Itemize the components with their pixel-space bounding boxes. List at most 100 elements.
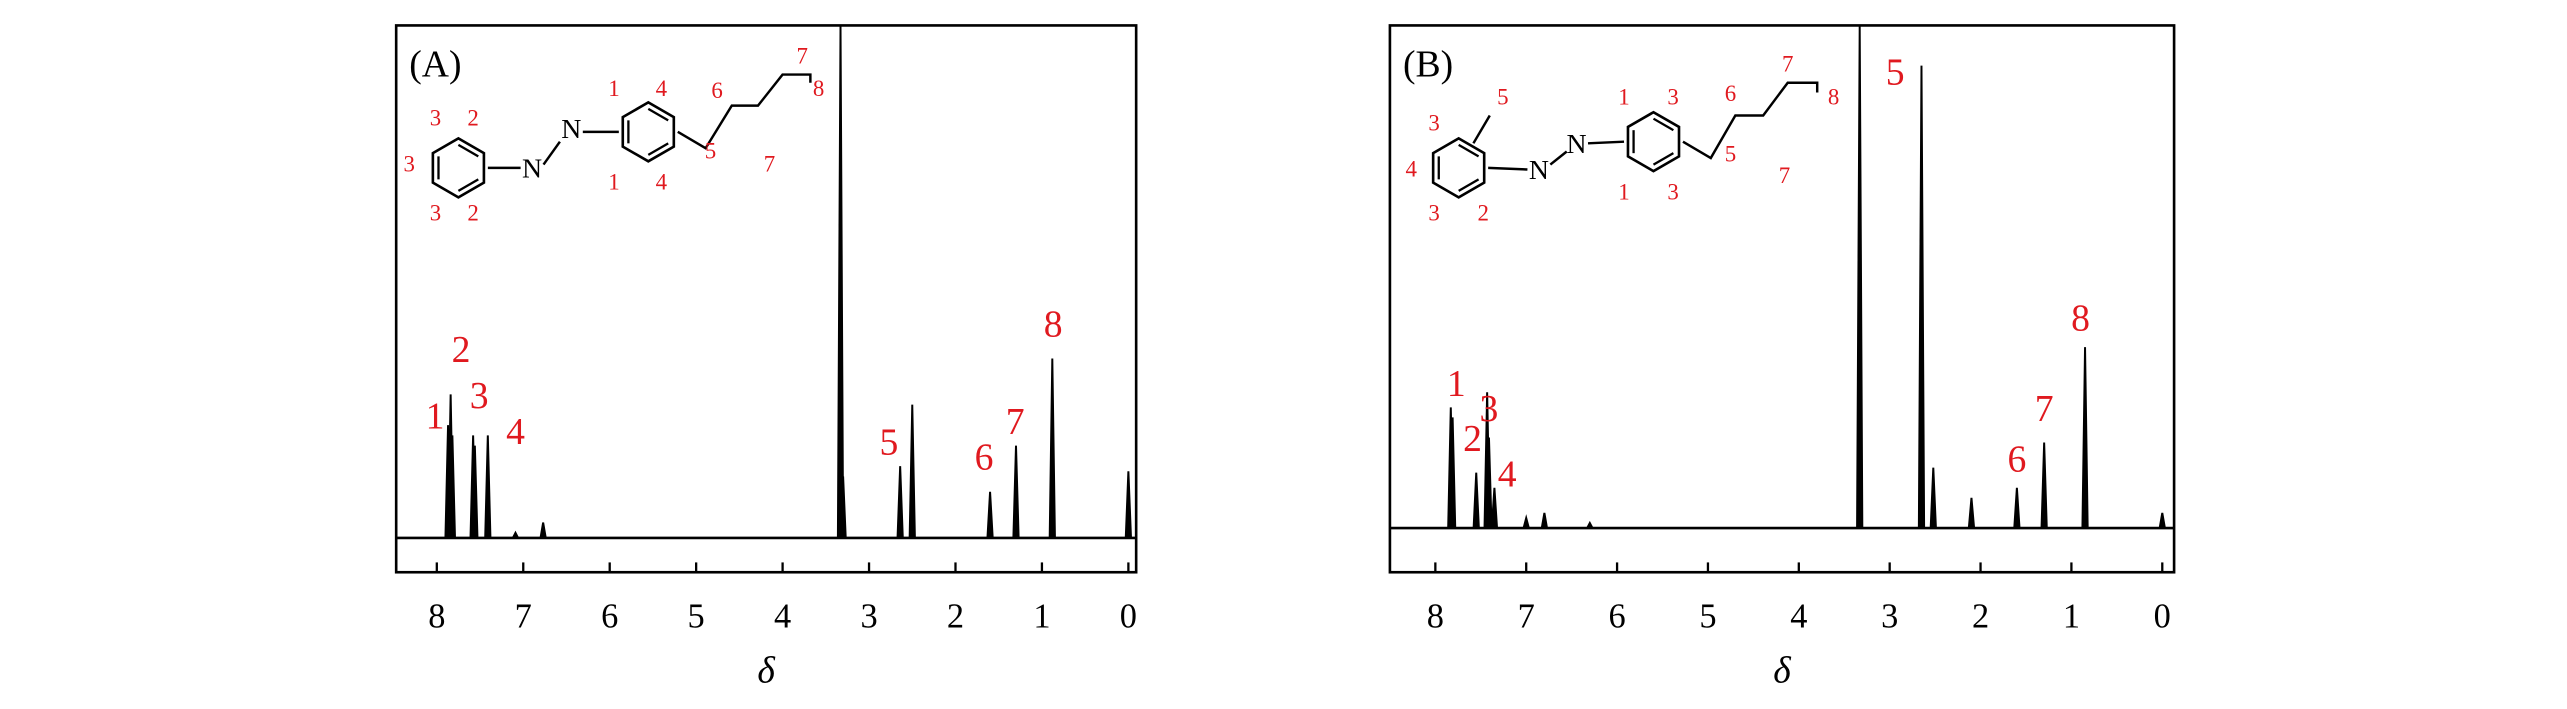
peak — [484, 435, 492, 538]
atom-label: N — [561, 114, 581, 145]
position-label: 5 — [1725, 142, 1736, 167]
plot-frame — [1388, 24, 2176, 574]
position-label: 5 — [705, 138, 716, 163]
position-label: 7 — [1782, 52, 1793, 77]
double-bond — [457, 178, 479, 192]
x-tick-label: 5 — [688, 598, 705, 636]
x-tick-label: 2 — [947, 598, 964, 636]
peak — [1522, 514, 1530, 529]
peak — [2013, 487, 2021, 529]
x-axis-label: δ — [757, 649, 775, 691]
peak-annotation: 8 — [1044, 303, 1063, 345]
peak-annotation: 2 — [452, 329, 471, 371]
peak-annotation: 7 — [1006, 401, 1025, 443]
position-label: 3 — [1428, 201, 1439, 226]
bond — [1472, 114, 1491, 144]
peak — [1048, 358, 1056, 538]
x-tick-label: 7 — [1518, 598, 1535, 636]
position-label: 4 — [656, 169, 668, 194]
peak — [2158, 512, 2166, 529]
double-bond — [1458, 143, 1480, 158]
peak-annotation: 5 — [880, 421, 899, 463]
alkyl-chain — [1682, 81, 1819, 160]
peak-annotation: 6 — [975, 437, 994, 479]
position-label: 3 — [404, 151, 415, 176]
x-axis-label: δ — [1773, 649, 1791, 691]
position-label: 7 — [1779, 163, 1790, 188]
position-label: 8 — [1828, 84, 1839, 109]
bond — [1549, 150, 1568, 166]
position-label: 4 — [1405, 156, 1417, 181]
peak — [1586, 520, 1594, 529]
position-label: 6 — [711, 78, 722, 103]
position-label: 7 — [796, 43, 807, 68]
position-label: 2 — [467, 106, 478, 131]
bond — [1587, 140, 1625, 145]
peak — [2040, 442, 2048, 529]
position-label: 1 — [608, 76, 619, 101]
position-label: 2 — [1478, 201, 1489, 226]
benzene-ring — [1431, 136, 1486, 199]
peak — [908, 404, 916, 538]
position-label: 8 — [813, 76, 824, 101]
peak — [1967, 497, 1976, 529]
peak — [1929, 467, 1937, 529]
position-label: 1 — [608, 169, 619, 194]
x-tick-label: 6 — [1608, 598, 1625, 636]
x-tick-label: 7 — [515, 598, 532, 636]
panel-label: (B) — [1403, 44, 1453, 86]
peak — [539, 522, 547, 539]
peak — [511, 530, 519, 539]
peak-annotation: 2 — [1463, 418, 1482, 460]
peak — [986, 491, 994, 538]
double-bond — [1458, 178, 1480, 192]
panel-label: (A) — [409, 44, 461, 86]
alkyl-chain — [677, 73, 812, 150]
x-tick-label: 1 — [2063, 598, 2080, 636]
peak — [896, 466, 904, 538]
peak-annotation: 3 — [470, 375, 489, 417]
peak — [839, 476, 847, 538]
x-tick-label: 5 — [1699, 598, 1716, 636]
position-label: 6 — [1725, 81, 1736, 106]
bond — [1488, 166, 1528, 171]
x-tick-label: 0 — [1120, 598, 1137, 636]
double-bond — [457, 143, 479, 158]
peak-annotation: 1 — [426, 396, 445, 438]
peak-annotation: 6 — [2007, 438, 2026, 480]
x-tick-label: 8 — [428, 598, 445, 636]
x-tick-label: 4 — [774, 598, 791, 636]
peak — [1490, 487, 1499, 529]
benzene-ring — [1626, 110, 1681, 173]
peak — [1917, 65, 1926, 529]
peak — [1485, 437, 1493, 529]
position-label: 1 — [1618, 179, 1629, 204]
peak — [1856, 25, 1864, 529]
peak-annotation: 1 — [1447, 363, 1466, 405]
double-bond — [647, 142, 669, 156]
position-label: 1 — [1618, 84, 1629, 109]
peak-annotation: 3 — [1480, 388, 1499, 430]
x-tick-label: 2 — [1972, 598, 1989, 636]
x-tick-label: 8 — [1427, 598, 1444, 636]
peak — [1472, 472, 1480, 529]
x-tick-label: 0 — [2154, 598, 2171, 636]
peak — [448, 435, 456, 538]
double-bond — [1652, 152, 1674, 166]
x-tick-label: 3 — [1881, 598, 1898, 636]
position-label: 3 — [430, 201, 441, 226]
atom-label: N — [522, 154, 542, 185]
peak — [1124, 471, 1132, 538]
position-label: 3 — [1428, 111, 1439, 136]
peak-annotation: 4 — [506, 411, 525, 453]
benzene-ring — [621, 100, 676, 163]
plot-frame — [394, 24, 1138, 574]
peak-annotation: 8 — [2071, 298, 2090, 340]
peak — [1012, 445, 1020, 538]
x-tick-label: 6 — [601, 598, 618, 636]
position-label: 5 — [1497, 84, 1508, 109]
position-label: 7 — [764, 151, 775, 176]
atom-label: N — [1566, 129, 1586, 160]
position-label: 3 — [1667, 84, 1678, 109]
atom-label: N — [1529, 155, 1549, 186]
